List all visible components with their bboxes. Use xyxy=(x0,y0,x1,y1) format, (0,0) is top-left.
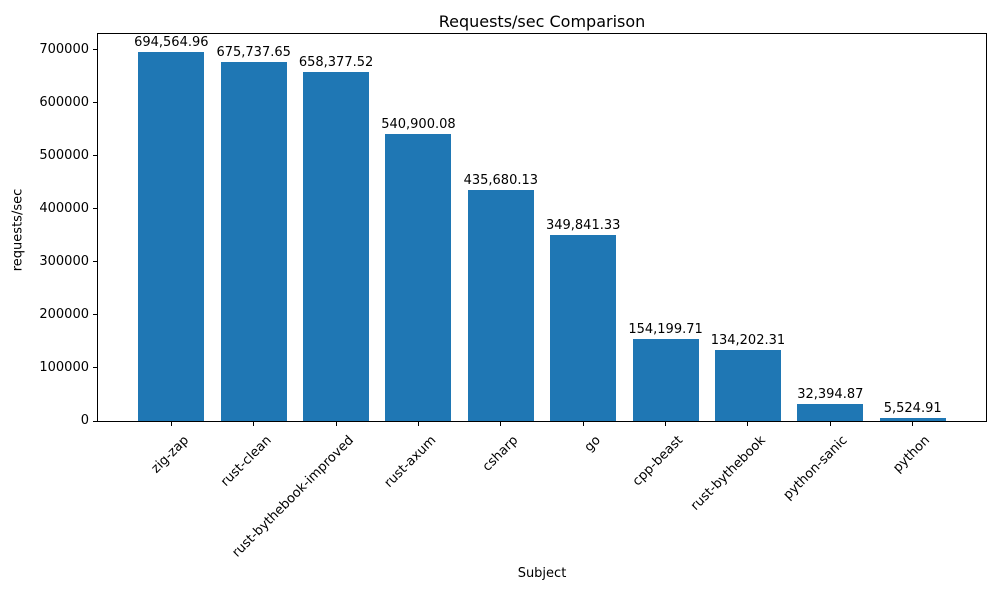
bar-value-label: 349,841.33 xyxy=(545,218,621,234)
y-tick-mark xyxy=(93,49,97,51)
x-tick-label: cpp-beast xyxy=(629,433,687,490)
y-tick-mark xyxy=(93,314,97,316)
bar-value-label: 32,394.87 xyxy=(797,386,864,402)
chart-title: Requests/sec Comparison xyxy=(438,12,646,31)
y-axis-label: requests/sec xyxy=(10,188,26,272)
bar-csharp xyxy=(467,189,534,421)
bar-value-label: 675,737.65 xyxy=(216,45,291,61)
bar-rust-bythebook-improved xyxy=(303,71,369,421)
x-tick-mark xyxy=(253,422,255,426)
x-tick-mark xyxy=(665,422,667,426)
y-tick-mark xyxy=(93,208,97,210)
bar-cpp-beast xyxy=(632,339,699,421)
y-tick-label: 700000 xyxy=(39,41,89,57)
x-tick-label: rust-clean xyxy=(217,433,275,490)
bar-python-sanic xyxy=(797,403,864,421)
bar-rust-axum xyxy=(385,133,452,421)
bar-value-label: 5,524.91 xyxy=(883,401,942,417)
y-tick-mark xyxy=(93,420,97,422)
bar-rust-bythebook xyxy=(714,349,781,421)
x-tick-label: rust-bythebook xyxy=(687,433,769,514)
x-tick-mark xyxy=(500,422,502,426)
y-tick-label: 600000 xyxy=(39,94,89,110)
x-tick-label: python-sanic xyxy=(780,433,851,503)
x-tick-label: python xyxy=(890,433,934,476)
bar-zig-zap xyxy=(138,52,205,421)
y-tick-mark xyxy=(93,102,97,104)
bar-go xyxy=(550,235,617,421)
y-tick-label: 500000 xyxy=(39,147,89,163)
bar-value-label: 154,199.71 xyxy=(628,322,703,338)
x-tick-mark xyxy=(582,422,584,426)
x-tick-mark xyxy=(829,422,831,426)
bar-value-label: 540,900.08 xyxy=(381,116,456,132)
x-tick-mark xyxy=(170,422,172,426)
bar-value-label: 694,564.96 xyxy=(134,35,209,51)
x-tick-mark xyxy=(417,422,419,426)
y-tick-mark xyxy=(93,155,97,157)
x-tick-label: rust-axum xyxy=(381,433,440,491)
y-tick-mark xyxy=(93,367,97,369)
x-axis-label: Subject xyxy=(517,566,567,581)
x-tick-mark xyxy=(912,422,914,426)
bar-python xyxy=(879,418,946,421)
y-tick-mark xyxy=(93,261,97,263)
y-tick-label: 200000 xyxy=(39,306,89,322)
y-tick-label: 300000 xyxy=(39,253,89,269)
x-tick-label: csharp xyxy=(479,433,522,475)
bar-rust-clean xyxy=(220,62,287,421)
bar-value-label: 435,680.13 xyxy=(463,172,539,188)
bar-value-label: 134,202.31 xyxy=(710,332,786,348)
x-tick-label: go xyxy=(581,433,604,456)
y-tick-label: 100000 xyxy=(39,359,89,375)
x-tick-mark xyxy=(335,422,337,426)
y-tick-label: 400000 xyxy=(39,200,89,216)
bar-value-label: 658,377.52 xyxy=(298,54,374,70)
x-tick-label: zig-zap xyxy=(148,433,192,477)
y-tick-label: 0 xyxy=(80,413,89,428)
x-tick-mark xyxy=(747,422,749,426)
